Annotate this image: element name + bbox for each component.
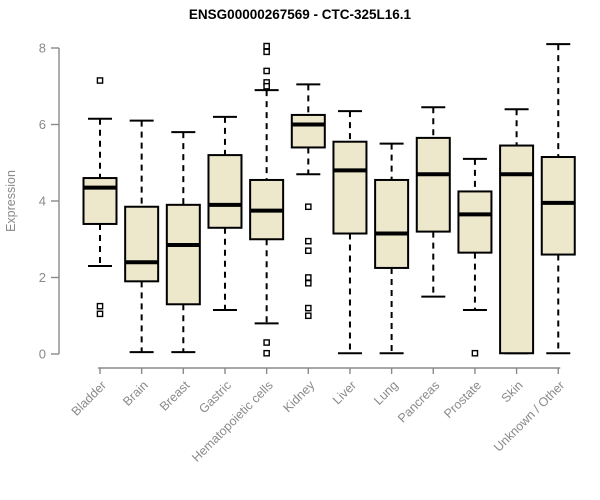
x-tick-label-brain: Brain <box>120 378 151 409</box>
x-tick-label-lung: Lung <box>371 378 401 408</box>
box-prostate <box>457 190 493 254</box>
outlier-point-hematopoietic-cells <box>263 349 270 357</box>
x-tick-label-bladder: Bladder <box>69 378 109 418</box>
plot-area: 0 2 4 6 8 Bladder Brain Breast GastricHematopoie… <box>39 41 576 465</box>
outlier-point-kidney <box>305 237 312 245</box>
outlier-point-kidney <box>305 312 312 320</box>
box-liver <box>332 140 368 235</box>
y-tick-label: 8 <box>39 41 46 56</box>
outlier-point-kidney <box>305 203 312 211</box>
box-gastric <box>207 154 243 229</box>
outlier-point-kidney <box>305 279 312 287</box>
outlier-point-hematopoietic-cells <box>263 48 270 56</box>
x-tick-label-kidney: Kidney <box>280 378 317 415</box>
chart-title: ENSG00000267569 - CTC-325L16.1 <box>189 7 412 22</box>
x-tick-label-prostate: Prostate <box>441 378 484 421</box>
box-unknown-other <box>540 156 576 256</box>
x-tick-label-skin: Skin <box>499 378 526 405</box>
outlier-point-kidney <box>305 274 312 281</box>
outlier-point-kidney <box>305 247 312 255</box>
box-skin <box>499 144 535 355</box>
y-tick-label: 2 <box>39 270 46 285</box>
x-tick-label-hematopoietic-cells: Hematopoietic cells <box>189 378 276 465</box>
outlier-point-kidney <box>305 304 312 312</box>
outlier-point-hematopoietic-cells <box>263 339 270 346</box>
outlier-point-hematopoietic-cells <box>263 67 270 75</box>
box-brain <box>124 205 160 283</box>
y-tick-label: 6 <box>39 117 46 132</box>
y-tick-label: 0 <box>39 347 46 362</box>
x-tick-label-gastric: Gastric <box>196 378 234 416</box>
box-kidney <box>290 113 326 149</box>
x-tick-label-breast: Breast <box>157 378 193 414</box>
x-tick-label-unknown-other: Unknown / Other <box>491 378 567 454</box>
box-breast <box>165 203 201 306</box>
x-tick-label-pancreas: Pancreas <box>395 378 442 425</box>
y-tick-label: 4 <box>39 194 46 209</box>
outlier-point-prostate <box>471 349 479 357</box>
box-bladder <box>82 177 118 225</box>
box-pancreas <box>415 136 451 233</box>
outlier-point-hematopoietic-cells <box>263 82 270 90</box>
box-lung <box>374 178 410 269</box>
outlier-point-bladder <box>96 310 104 318</box>
outlier-point-hematopoietic-cells <box>263 42 270 50</box>
x-tick-label-liver: Liver <box>330 378 359 407</box>
outlier-point-bladder <box>96 302 104 310</box>
y-axis-label: Expression <box>4 170 18 232</box>
outlier-point-bladder <box>96 77 104 84</box>
